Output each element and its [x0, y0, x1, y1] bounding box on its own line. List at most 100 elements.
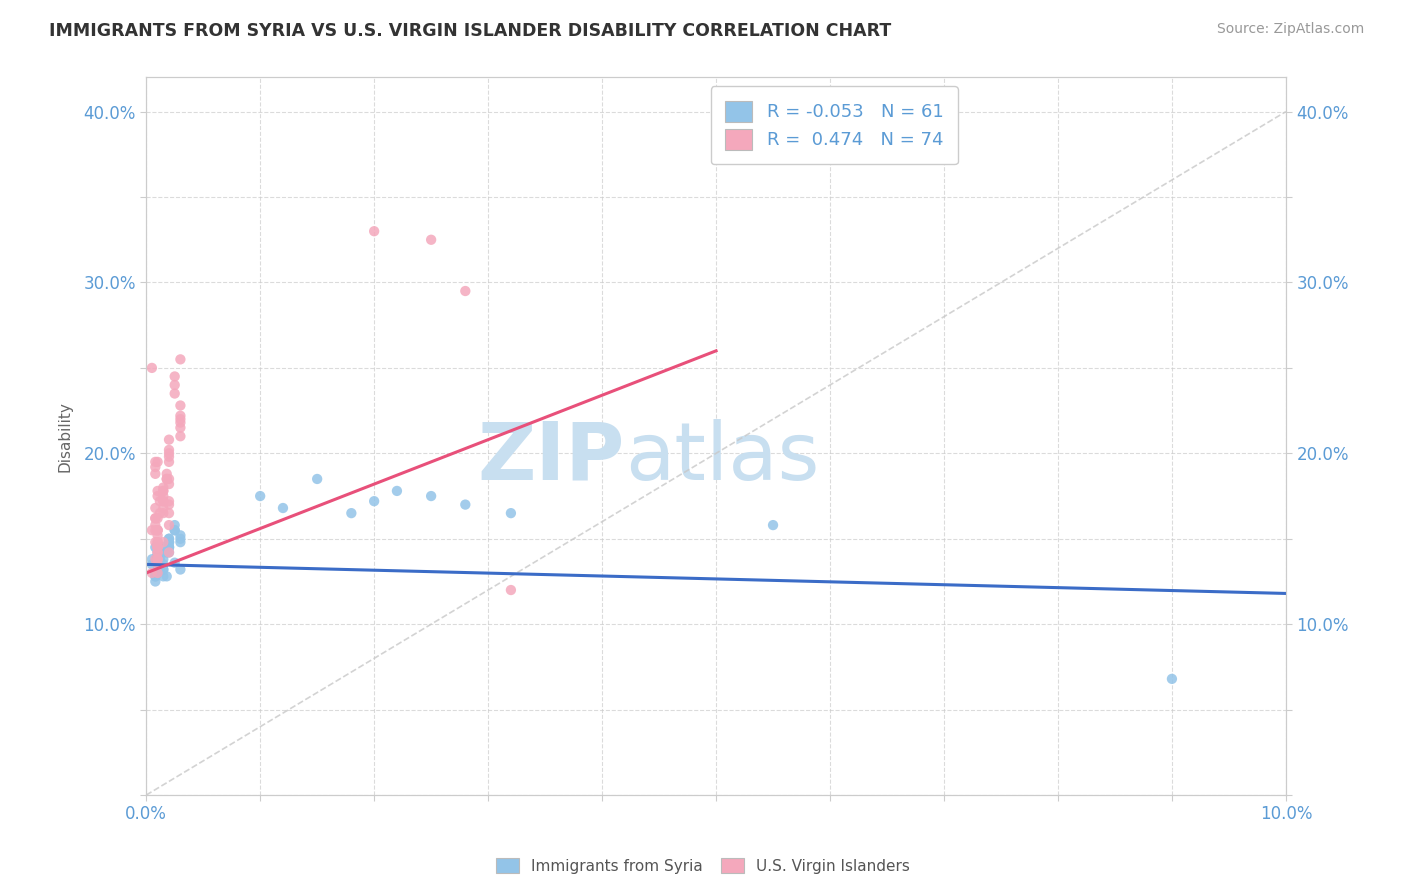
Point	[146, 541, 169, 555]
Point	[149, 494, 172, 508]
Point	[163, 386, 186, 401]
Point	[157, 518, 180, 533]
Point	[141, 360, 163, 375]
Text: atlas: atlas	[624, 418, 820, 497]
Point	[363, 494, 385, 508]
Point	[141, 523, 163, 537]
Point	[156, 472, 179, 486]
Point	[157, 535, 180, 549]
Point	[152, 483, 174, 498]
Point	[146, 552, 169, 566]
Point	[146, 552, 169, 566]
Point	[157, 506, 180, 520]
Point	[146, 541, 169, 555]
Point	[762, 518, 785, 533]
Point	[146, 511, 169, 525]
Point	[146, 545, 169, 559]
Point	[143, 535, 166, 549]
Point	[146, 552, 169, 566]
Point	[143, 511, 166, 525]
Point	[152, 501, 174, 516]
Point	[143, 460, 166, 475]
Text: Source: ZipAtlas.com: Source: ZipAtlas.com	[1216, 22, 1364, 37]
Point	[146, 489, 169, 503]
Point	[146, 566, 169, 580]
Point	[146, 562, 169, 576]
Point	[157, 535, 180, 549]
Point	[146, 535, 169, 549]
Point	[157, 433, 180, 447]
Point	[363, 224, 385, 238]
Point	[454, 284, 477, 298]
Point	[163, 378, 186, 392]
Point	[146, 558, 169, 572]
Point	[146, 541, 169, 555]
Point	[143, 523, 166, 537]
Point	[157, 494, 180, 508]
Point	[146, 541, 169, 555]
Point	[169, 528, 191, 542]
Point	[143, 569, 166, 583]
Point	[143, 501, 166, 516]
Point	[143, 552, 166, 566]
Point	[146, 549, 169, 563]
Point	[141, 558, 163, 572]
Point	[146, 549, 169, 563]
Point	[152, 506, 174, 520]
Point	[499, 582, 522, 597]
Point	[156, 569, 179, 583]
Point	[143, 467, 166, 481]
Point	[149, 506, 172, 520]
Point	[169, 399, 191, 413]
Point	[141, 566, 163, 580]
Point	[143, 455, 166, 469]
Point	[157, 541, 180, 555]
Point	[249, 489, 271, 503]
Text: IMMIGRANTS FROM SYRIA VS U.S. VIRGIN ISLANDER DISABILITY CORRELATION CHART: IMMIGRANTS FROM SYRIA VS U.S. VIRGIN ISL…	[49, 22, 891, 40]
Point	[169, 409, 191, 423]
Point	[499, 506, 522, 520]
Point	[157, 477, 180, 491]
Point	[146, 523, 169, 537]
Point	[307, 472, 329, 486]
Point	[146, 523, 169, 537]
Point	[163, 556, 186, 570]
Point	[157, 446, 180, 460]
Point	[149, 552, 172, 566]
Point	[157, 535, 180, 549]
Point	[163, 523, 186, 537]
Point	[454, 498, 477, 512]
Point	[152, 483, 174, 498]
Point	[143, 569, 166, 583]
Point	[169, 429, 191, 443]
Point	[146, 523, 169, 537]
Point	[146, 552, 169, 566]
Point	[146, 455, 169, 469]
Point	[157, 498, 180, 512]
Point	[169, 416, 191, 430]
Point	[146, 545, 169, 559]
Point	[157, 442, 180, 457]
Point	[169, 412, 191, 426]
Point	[340, 506, 363, 520]
Point	[146, 528, 169, 542]
Point	[143, 574, 166, 589]
Point	[143, 566, 166, 580]
Point	[146, 545, 169, 559]
Point	[163, 369, 186, 384]
Point	[143, 511, 166, 525]
Point	[157, 532, 180, 546]
Point	[146, 552, 169, 566]
Legend: Immigrants from Syria, U.S. Virgin Islanders: Immigrants from Syria, U.S. Virgin Islan…	[489, 852, 917, 880]
Point	[146, 535, 169, 549]
Point	[1161, 672, 1184, 686]
Point	[152, 541, 174, 555]
Point	[146, 549, 169, 563]
Point	[156, 545, 179, 559]
Point	[157, 545, 180, 559]
Point	[146, 552, 169, 566]
Point	[163, 523, 186, 537]
Point	[149, 562, 172, 576]
Point	[143, 566, 166, 580]
Point	[157, 541, 180, 555]
